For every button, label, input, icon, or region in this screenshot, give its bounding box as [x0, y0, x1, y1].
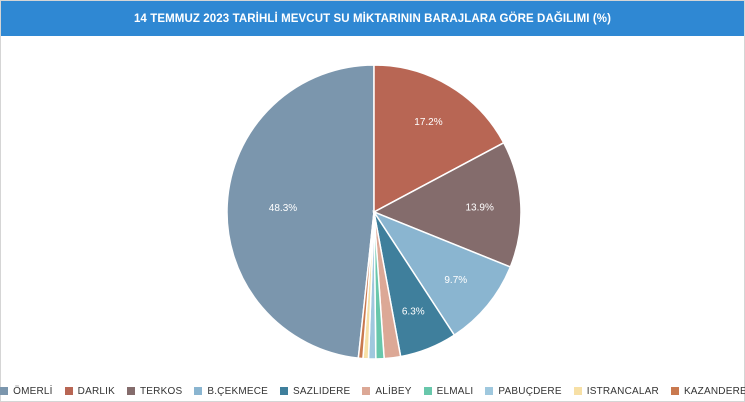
legend-label: KAZANDERE — [683, 385, 745, 397]
slice-label-darlik: 17.2% — [414, 117, 442, 128]
chart-title: 14 TEMMUZ 2023 TARİHLİ MEVCUT SU MİKTARI… — [1, 1, 744, 36]
legend-label: PABUÇDERE — [498, 385, 562, 397]
chart-legend: ÖMERLİ DARLIK TERKOS B.ÇEKMECE SAZLIDERE ALİB… — [0, 383, 745, 399]
legend-label: ALİBEY — [375, 385, 412, 397]
legend-label: ELMALI — [436, 385, 474, 397]
legend-swatch — [0, 387, 9, 395]
pie-chart: 48.3% 17.2% 13.9% 9.7% 6.3% — [226, 64, 522, 360]
legend-swatch — [423, 387, 432, 395]
legend-swatch — [194, 387, 203, 395]
legend-swatch — [362, 387, 371, 395]
legend-item[interactable]: KAZANDERE — [670, 385, 745, 397]
slice-label--merli-: 48.3% — [269, 203, 297, 214]
legend-swatch — [670, 387, 679, 395]
legend-item[interactable]: SAZLIDERE — [280, 386, 350, 397]
legend-label: ÖMERLİ — [13, 385, 53, 397]
legend-swatch — [64, 387, 73, 395]
pie-slice-b-ekmece[interactable] — [372, 210, 512, 337]
legend-item[interactable]: B.ÇEKMECE — [194, 386, 268, 397]
slice-label-sazlidere: 6.3% — [402, 306, 425, 317]
pie-slice-terkos[interactable] — [372, 141, 522, 268]
slice-label-b-ekmece: 9.7% — [444, 275, 467, 286]
legend-swatch — [127, 387, 135, 395]
legend-item[interactable]: ÖMERLİ — [0, 386, 53, 397]
pie-slice-darlik[interactable] — [373, 64, 505, 214]
legend-item[interactable]: TERKOS — [127, 386, 182, 397]
legend-item[interactable]: ALİBEY — [362, 386, 411, 397]
legend-swatch — [573, 387, 582, 395]
legend-swatch — [485, 387, 494, 395]
legend-item[interactable]: DARLIK — [64, 385, 115, 397]
legend-swatch — [280, 387, 289, 395]
pie-slice--merli-[interactable] — [226, 64, 375, 359]
legend-item[interactable]: ISTRANCALAR — [573, 385, 659, 397]
legend-label: SAZLIDERE — [293, 385, 351, 397]
legend-item[interactable]: ELMALI — [423, 385, 474, 397]
pie-slice-kazandere[interactable] — [357, 211, 375, 360]
legend-label: ISTRANCALAR — [586, 385, 659, 397]
legend-item[interactable]: PABUÇDERE — [485, 385, 562, 397]
legend-label: B.ÇEKMECE — [207, 385, 269, 397]
legend-label: DARLIK — [77, 385, 115, 397]
legend-label: TERKOS — [140, 385, 183, 397]
slice-label-terkos: 13.9% — [466, 202, 494, 213]
